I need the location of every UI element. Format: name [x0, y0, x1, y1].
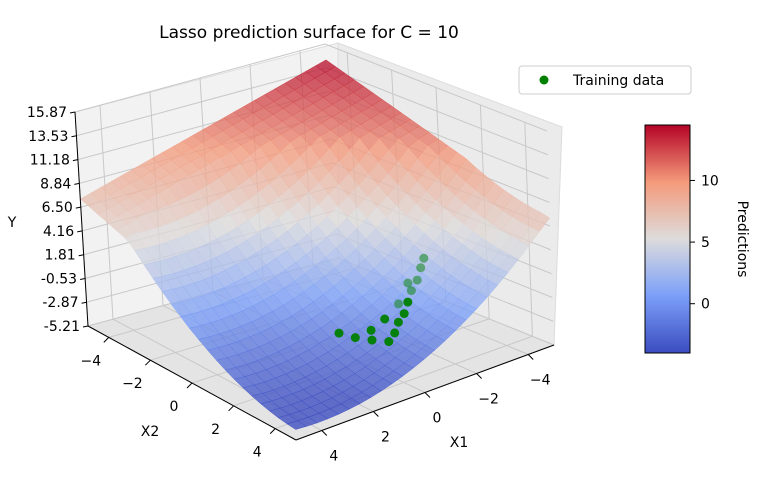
- colorbar-tick-label: 0: [701, 297, 710, 313]
- training-point: [403, 278, 413, 288]
- colorbar-ticks: 0 5 10: [690, 174, 719, 313]
- x2-tick-label: 4: [253, 445, 262, 461]
- z-tick-label: -0.53: [41, 272, 77, 288]
- training-point: [366, 325, 376, 335]
- z-tick-mark: [77, 230, 83, 233]
- z-tick-mark: [81, 301, 87, 304]
- legend-marker: [539, 75, 549, 85]
- z-axis-line: [74, 111, 89, 327]
- x2-tick-mark: [145, 359, 151, 366]
- x1-tick-mark: [527, 354, 534, 360]
- x1-tick-label: −4: [530, 373, 551, 389]
- training-point: [416, 263, 426, 273]
- x1-tick-label: 0: [433, 411, 442, 427]
- training-point: [399, 309, 409, 319]
- training-points: [334, 253, 429, 347]
- colorbar-gradient: [644, 124, 691, 354]
- z-axis-label: Y: [7, 215, 17, 231]
- x1-tick-mark: [476, 373, 482, 379]
- z-tick-labels: 15.87 13.53 11.18 8.84 6.50 4.16 1.81 -0.53 -2.8…: [27, 105, 89, 335]
- training-point: [390, 328, 400, 338]
- z-tick-label: 6.50: [42, 200, 73, 216]
- training-point: [403, 297, 413, 307]
- z-tick-label: -5.21: [44, 319, 80, 335]
- training-point: [350, 333, 360, 343]
- x1-axis-label: X1: [450, 435, 469, 451]
- z-tick-mark: [71, 135, 77, 138]
- training-point: [406, 286, 416, 296]
- x2-tick-label: −4: [80, 353, 101, 369]
- x2-tick-mark: [228, 405, 234, 412]
- z-tick-label: 4.16: [43, 224, 74, 240]
- z-tick-mark: [74, 182, 80, 185]
- legend-box: [518, 65, 692, 95]
- z-tick-mark: [75, 206, 81, 209]
- z-tick-label: -2.87: [42, 295, 78, 311]
- training-point: [384, 337, 394, 347]
- training-point: [380, 314, 390, 324]
- z-tick-mark: [72, 159, 78, 162]
- gridline-z: [74, 43, 548, 132]
- colorbar-tick-label: 10: [701, 174, 719, 190]
- x1-tick-label: −2: [478, 392, 499, 408]
- x2-tick-labels: −4 −2 0 2 4: [80, 337, 276, 461]
- x2-tick-mark: [269, 428, 276, 434]
- legend-label: Training data: [572, 73, 664, 89]
- z-tick-mark: [80, 277, 86, 280]
- training-point: [394, 299, 403, 309]
- z-tick-label: 15.87: [27, 105, 67, 121]
- surface-facet: [286, 420, 307, 430]
- prediction-surface: [79, 59, 551, 430]
- training-point: [419, 253, 429, 263]
- legend: Training data: [518, 65, 692, 95]
- training-point: [412, 275, 422, 285]
- z-tick-mark: [78, 254, 84, 257]
- colorbar: 0 5 10 Predictions: [644, 124, 750, 354]
- training-point: [393, 317, 403, 327]
- chart-title: Lasso prediction surface for C = 10: [159, 23, 459, 43]
- z-tick-label: 1.81: [45, 248, 76, 264]
- colorbar-label: Predictions: [734, 201, 750, 278]
- x2-tick-mark: [103, 337, 110, 343]
- x2-tick-mark: [186, 382, 193, 389]
- x1-tick-mark: [321, 430, 328, 436]
- x1-tick-labels: −4 −2 0 2 4: [321, 354, 551, 465]
- x2-tick-label: 0: [170, 399, 179, 415]
- z-tick-label: 11.18: [30, 153, 70, 169]
- colorbar-tick-label: 5: [701, 235, 710, 251]
- x2-tick-label: −2: [122, 376, 143, 392]
- x2-tick-label: 2: [211, 422, 220, 438]
- training-point: [367, 335, 377, 345]
- x1-tick-label: 2: [381, 430, 390, 446]
- z-tick-label: 8.84: [40, 176, 71, 192]
- z-tick-mark: [69, 111, 76, 114]
- x1-tick-mark: [373, 411, 379, 417]
- training-point: [334, 328, 344, 338]
- z-tick-label: 13.53: [28, 129, 68, 145]
- x2-axis-label: X2: [141, 424, 160, 440]
- z-tick-mark: [82, 325, 89, 328]
- x1-tick-mark: [424, 392, 431, 398]
- x1-tick-label: 4: [329, 449, 338, 465]
